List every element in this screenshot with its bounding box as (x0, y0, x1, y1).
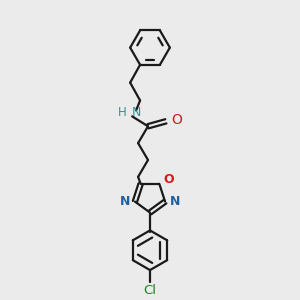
Text: Cl: Cl (143, 284, 157, 297)
Text: O: O (163, 173, 174, 186)
Text: N: N (120, 195, 130, 208)
Text: H: H (117, 106, 126, 119)
Text: N: N (132, 106, 142, 119)
Text: O: O (171, 113, 182, 127)
Text: N: N (170, 195, 180, 208)
